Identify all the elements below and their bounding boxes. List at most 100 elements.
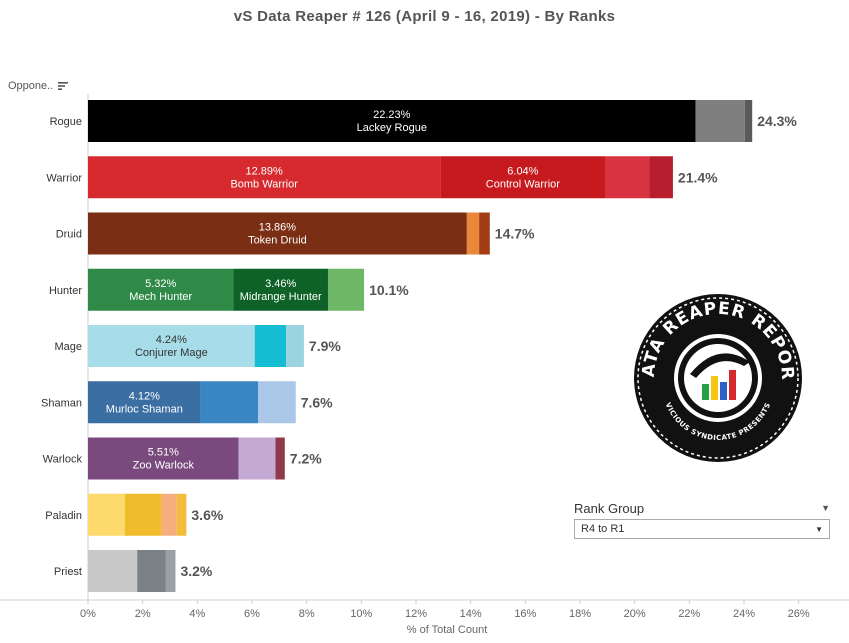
- bar-segment[interactable]: [744, 100, 753, 142]
- bar-segment[interactable]: [88, 493, 125, 536]
- bar-segment[interactable]: [88, 268, 234, 311]
- bar-segment[interactable]: [200, 381, 259, 424]
- bar-segment[interactable]: [124, 493, 162, 536]
- x-tick-label: 10%: [350, 608, 372, 620]
- category-label: Priest: [54, 566, 82, 578]
- bar-segment[interactable]: [440, 156, 606, 199]
- x-tick-label: 8%: [299, 608, 315, 620]
- sort-icon[interactable]: [57, 81, 69, 91]
- bar-pct-label: 4.24%: [156, 334, 187, 346]
- reaper-logo-icon: DATA REAPER REPORT VICIOUS SYNDICATE PRE…: [624, 277, 802, 462]
- bar-segment[interactable]: [137, 550, 166, 592]
- x-tick-label: 0%: [80, 608, 96, 620]
- bar-total-label: 7.9%: [309, 338, 341, 354]
- bar-total-label: 10.1%: [369, 282, 409, 298]
- bar-total-label: 7.6%: [301, 394, 333, 410]
- x-tick-label: 18%: [569, 608, 591, 620]
- bar-pct-label: 22.23%: [373, 109, 411, 121]
- bar-total-label: 24.3%: [757, 113, 797, 129]
- opponent-column-header[interactable]: Oppone..: [8, 80, 69, 92]
- bar-segment[interactable]: [88, 156, 441, 199]
- bar-segment[interactable]: [161, 493, 177, 536]
- bar-archetype-label: Lackey Rogue: [357, 122, 427, 134]
- category-labels: Rogue Warrior Druid Hunter Mage Shaman Warlock…: [41, 116, 82, 578]
- category-label: Warrior: [46, 172, 82, 184]
- x-tick-label: 20%: [624, 608, 646, 620]
- bar-segment[interactable]: [649, 156, 673, 199]
- x-tick-label: 26%: [788, 608, 810, 620]
- bar-total-label: 3.6%: [191, 507, 223, 523]
- rank-group-selected: R4 to R1: [581, 523, 625, 535]
- category-label: Paladin: [45, 510, 82, 522]
- bar-segment[interactable]: [695, 100, 745, 142]
- bar-pct-label: 13.86%: [259, 222, 297, 234]
- bar-segment[interactable]: [258, 381, 296, 424]
- bar-archetype-label: Control Warrior: [486, 178, 560, 190]
- filter-menu-icon[interactable]: ▼: [821, 503, 830, 513]
- bar-total-label: 7.2%: [290, 451, 322, 467]
- bar-segment[interactable]: [327, 268, 365, 311]
- x-tick-label: 2%: [135, 608, 151, 620]
- bar-segment[interactable]: [88, 550, 138, 592]
- bar-pct-label: 5.32%: [145, 278, 176, 290]
- bar-archetype-label: Zoo Warlock: [133, 460, 195, 472]
- bar-segment[interactable]: [88, 381, 201, 424]
- bar-pct-label: 3.46%: [265, 278, 296, 290]
- bar-segment[interactable]: [88, 212, 467, 255]
- bar-segment[interactable]: [238, 437, 276, 480]
- x-tick-label: 22%: [678, 608, 700, 620]
- x-tick-label: 12%: [405, 608, 427, 620]
- bar-row-paladin: 3.6%: [88, 493, 224, 536]
- category-label: Rogue: [50, 116, 82, 128]
- bar-segment[interactable]: [176, 493, 187, 536]
- category-label: Shaman: [41, 397, 82, 409]
- rank-group-filter: Rank Group ▼ R4 to R1 ▼: [574, 500, 830, 539]
- bar-total-label: 21.4%: [678, 169, 718, 185]
- bar-segment[interactable]: [275, 437, 285, 480]
- data-reaper-report-logo: DATA REAPER REPORT VICIOUS SYNDICATE PRE…: [624, 277, 804, 464]
- bar-segment[interactable]: [605, 156, 650, 199]
- rank-group-dropdown[interactable]: R4 to R1 ▼: [574, 519, 830, 539]
- x-axis-title: % of Total Count: [407, 624, 488, 636]
- x-tick-label: 4%: [189, 608, 205, 620]
- bar-archetype-label: Murloc Shaman: [106, 403, 183, 415]
- x-tick-label: 16%: [514, 608, 536, 620]
- opponent-header-label: Oppone..: [8, 80, 54, 92]
- bar-segment[interactable]: [88, 100, 696, 142]
- bars: 22.23%Lackey Rogue 24.3% 12.89%Bomb Warrio…: [88, 100, 797, 592]
- bar-total-label: 14.7%: [495, 226, 535, 242]
- bar-pct-label: 5.51%: [148, 447, 179, 459]
- bar-archetype-label: Conjurer Mage: [135, 347, 208, 359]
- bar-row-warrior: 12.89%Bomb Warrior 6.04%Control Warrior 21…: [88, 156, 718, 199]
- chevron-down-icon[interactable]: ▼: [815, 524, 823, 534]
- x-tick-label: 6%: [244, 608, 260, 620]
- bar-segment[interactable]: [165, 550, 176, 592]
- x-axis: 0% 2% 4% 6% 8% 10% 12% 14% 16% 18% 20% 22% 24% 26%: [80, 600, 810, 620]
- bar-row-hunter: 5.32%Mech Hunter 3.46%Midrange Hunter 10.1…: [88, 268, 409, 311]
- bar-segment[interactable]: [88, 437, 239, 480]
- category-label: Mage: [54, 341, 82, 353]
- bar-segment[interactable]: [88, 325, 255, 367]
- rank-group-label: Rank Group: [574, 500, 645, 516]
- x-tick-label: 14%: [460, 608, 482, 620]
- bar-segment[interactable]: [254, 325, 287, 367]
- bar-segment[interactable]: [233, 268, 328, 311]
- bar-row-druid: 13.86%Token Druid 14.7%: [88, 212, 535, 255]
- bar-row-rogue: 22.23%Lackey Rogue 24.3%: [88, 100, 797, 142]
- bar-row-mage: 4.24%Conjurer Mage 7.9%: [88, 325, 341, 367]
- bar-row-warlock: 5.51%Zoo Warlock 7.2%: [88, 437, 322, 480]
- bar-segment[interactable]: [286, 325, 304, 367]
- category-label: Druid: [56, 229, 82, 241]
- bar-archetype-label: Token Druid: [248, 235, 307, 247]
- category-label: Hunter: [49, 285, 82, 297]
- bar-segment[interactable]: [466, 212, 480, 255]
- chart-title: vS Data Reaper # 126 (April 9 - 16, 2019…: [233, 8, 616, 25]
- bar-segment[interactable]: [479, 212, 490, 255]
- bar-archetype-label: Midrange Hunter: [240, 291, 322, 303]
- category-label: Warlock: [43, 454, 83, 466]
- bar-pct-label: 12.89%: [246, 165, 284, 177]
- bar-archetype-label: Bomb Warrior: [230, 178, 298, 190]
- bar-pct-label: 4.12%: [129, 390, 160, 402]
- bar-pct-label: 6.04%: [507, 165, 538, 177]
